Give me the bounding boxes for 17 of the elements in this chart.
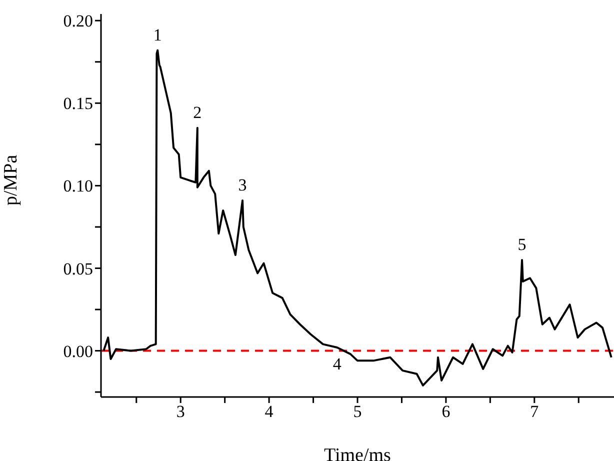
annotation: 5 [518,234,526,254]
annotation: 4 [332,354,342,374]
x-tick-label: 3 [176,402,185,422]
annotation: 2 [193,102,202,122]
x-axis-title: Time/ms [324,445,391,461]
y-tick-label: 0.20 [63,12,93,31]
y-axis-title: p/MPa [0,154,22,206]
y-tick-label: 0.05 [63,259,93,278]
y-tick-label: 0.15 [63,94,93,114]
y-tick-label: 0.00 [63,342,93,361]
annotation: 3 [238,176,247,195]
x-tick-label: 6 [442,402,450,422]
y-tick-label: 0.10 [63,176,93,196]
x-tick-label: 7 [530,402,540,422]
annotation: 1 [153,25,162,44]
x-tick-label: 5 [353,402,362,422]
x-tick-label: 4 [264,402,274,422]
